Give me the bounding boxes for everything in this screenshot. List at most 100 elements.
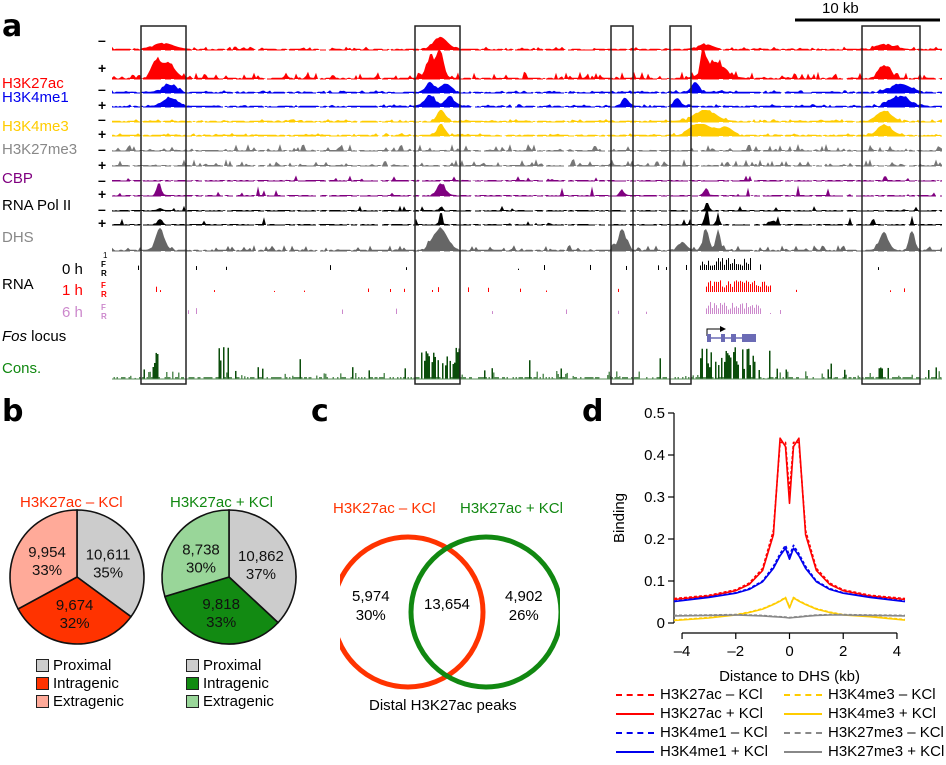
conservation-bar (542, 373, 544, 379)
conservation-bar (503, 377, 505, 379)
conservation-bar (176, 377, 178, 379)
venn-only-minus-count: 5,974 (352, 588, 390, 605)
conservation-bar (124, 377, 126, 379)
rna-read-bar (738, 264, 739, 270)
venn-circle-plus (408, 534, 560, 690)
conservation-bar (403, 377, 405, 379)
rna-read-bar (742, 265, 743, 270)
conservation-bar (701, 348, 703, 379)
conservation-bar (431, 362, 433, 379)
conservation-bar (646, 377, 648, 379)
conservation-bar (662, 377, 664, 379)
forward-strand-label: F (101, 260, 106, 269)
conservation-bar (535, 377, 537, 379)
rna-read-bar (760, 308, 761, 314)
rna-read-bar (686, 264, 687, 270)
panel-b-letter: b (2, 394, 24, 429)
signal-track (112, 175, 942, 182)
conservation-bar (881, 368, 883, 379)
rna-read-bar (646, 311, 647, 314)
pie-slice-percent: 35% (93, 564, 123, 581)
rna-read-bar (138, 265, 139, 270)
conservation-bar (872, 376, 874, 379)
conservation-bar (512, 377, 514, 379)
conservation-bar (478, 377, 480, 379)
conservation-bar (734, 347, 736, 379)
venn-only-plus: 4,902 26% (505, 587, 543, 625)
conservation-bar (178, 372, 180, 379)
rna-read-bar (732, 286, 733, 292)
rna-read-bar (274, 290, 275, 292)
conservation-bar (925, 377, 927, 379)
conservation-bar (407, 377, 409, 379)
legend-line-sample (784, 712, 822, 715)
conservation-bar (638, 371, 640, 379)
conservation-bar (224, 377, 226, 379)
conservation-bar (493, 372, 495, 379)
conservation-bar (298, 377, 300, 379)
conservation-bar (656, 377, 658, 379)
rna-signal-track (138, 258, 879, 270)
conservation-bar (904, 377, 906, 379)
rna-read-bar (722, 258, 723, 270)
rna-read-bar (890, 290, 891, 292)
conservation-bar (295, 377, 297, 379)
conservation-bar (614, 377, 616, 379)
conservation-bar (557, 374, 559, 379)
rna-read-bar (734, 281, 735, 292)
line-legend-item: H3K4me3 – KCl (784, 686, 936, 703)
conservation-bar (130, 375, 132, 379)
gene-exon (721, 334, 725, 342)
rna-read-bar (196, 266, 197, 270)
line-legend-item: H3K4me1 + KCl (616, 743, 768, 760)
conservation-bar (706, 348, 708, 379)
conservation-bar (844, 369, 846, 379)
conservation-bar (122, 377, 124, 379)
conservation-bar (323, 373, 325, 379)
conservation-bar (209, 377, 211, 379)
conservation-bar (574, 377, 576, 379)
conservation-bar (191, 377, 193, 379)
plus-sign: + (98, 157, 107, 173)
binding-profile-chart: 0 0.1 0.2 0.3 0.4 0.5 –4 –2 0 2 4 Distance to DHS (… (611, 405, 906, 685)
pie-slice-count: 10,611 (86, 546, 131, 563)
track-label-cbp: CBP (2, 170, 33, 187)
conservation-bar (700, 358, 702, 379)
pie-charts: 10,61135%9,67432%9,95433%10,86237%9,8183… (9, 509, 297, 645)
conservation-bar (854, 377, 856, 379)
legend-line-sample (616, 712, 654, 715)
conservation-bar (607, 375, 609, 379)
conservation-bar (928, 370, 930, 379)
track-signal-area (112, 110, 942, 122)
conservation-bar (271, 377, 273, 379)
rna-read-bar (566, 309, 567, 314)
conservation-bar (722, 377, 724, 379)
rna-timepoint-label: 0 h (62, 261, 83, 278)
rna-read-bar (732, 263, 733, 270)
highlight-box (610, 25, 634, 385)
rna-read-bar (754, 307, 755, 314)
rna-timepoint-label: 1 h (62, 282, 83, 299)
conservation-bar (229, 377, 231, 379)
rna-read-bar (188, 310, 189, 314)
conservation-bar (580, 377, 582, 379)
conservation-bar (736, 361, 738, 379)
rna-read-bar (714, 281, 715, 292)
rna-read-bar (762, 281, 763, 292)
conservation-bar (310, 377, 312, 379)
rna-read-bar (706, 286, 707, 292)
conservation-bar (935, 367, 937, 379)
pie-slice-percent: 33% (32, 562, 62, 579)
line-legend-item: H3K4me1 – KCl (616, 724, 768, 741)
rna-read-bar (226, 266, 227, 270)
conservation-bar (833, 377, 835, 379)
conservation-bar (301, 377, 303, 379)
conservation-bar (623, 377, 625, 379)
rna-read-bar (740, 304, 741, 314)
conservation-bar (805, 371, 807, 379)
pie-slice-proximal (76, 509, 145, 618)
conservation-bar (190, 377, 192, 379)
conservation-bar (181, 377, 183, 379)
rna-read-bar (666, 267, 667, 270)
conservation-bar (350, 377, 352, 379)
